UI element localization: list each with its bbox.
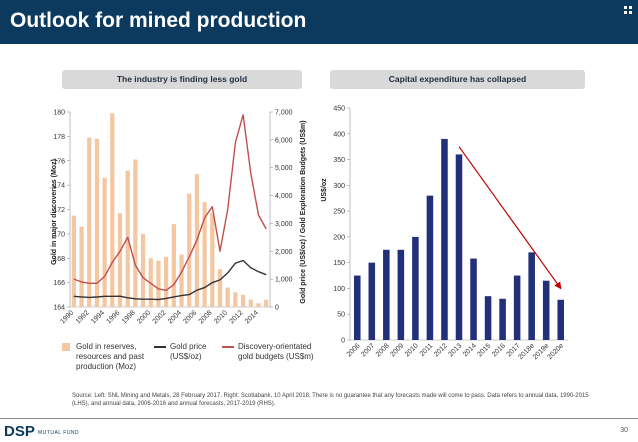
bar-reserves [248,299,253,307]
legend-label-reserves: Gold in reserves, resources and past pro… [76,342,145,371]
bar-reserves [71,215,76,307]
left-y2-tick-label: 6,000 [275,137,293,144]
left-y-tick-label: 168 [53,256,65,263]
left-y2-tick-label: 0 [275,305,279,312]
left-y-axis-title: Gold in major discoveries (Moz) [51,159,58,265]
left-x-tick-label: 1996 [105,309,121,325]
bar-reserves [79,226,84,307]
left-x-tick-label: 2012 [229,309,245,325]
left-x-tick-label: 2010 [213,309,229,325]
corner-dots-icon [624,6,632,14]
bar-reserves [256,303,261,307]
left-y2-tick-label: 1,000 [275,277,293,284]
logo-subtitle: MUTUAL FUND [38,430,80,436]
left-y-tick-label: 178 [53,134,65,141]
left-y2-axis-title: Gold price (US$/oz) / Gold Exploration B… [300,120,307,303]
left-y2-tick-label: 3,000 [275,221,293,228]
bar-reserves [171,224,176,307]
legend-swatch-reserves [62,343,70,351]
left-y2-tick-label: 2,000 [275,249,293,256]
left-y-tick-label: 176 [53,158,65,165]
left-x-tick-label: 2004 [167,309,183,325]
bar-reserves [210,213,215,307]
legend-label-discovery: Discovery-orientated gold budgets (US$m) [238,342,314,361]
bar-reserves [202,202,207,307]
left-x-tick-label: 2006 [182,309,198,325]
bar-reserves [225,287,230,307]
left-y-tick-label: 164 [53,305,65,312]
left-x-tick-label: 1992 [75,309,91,325]
bar-reserves [164,257,169,307]
left-y2-tick-label: 5,000 [275,165,293,172]
logo: DSP [4,423,35,440]
left-y2-tick-label: 7,000 [275,110,293,117]
left-x-tick-label: 1994 [90,309,106,325]
left-y-tick-label: 170 [53,231,65,238]
left-x-tick-label: 2002 [152,309,168,325]
bar-reserves [240,294,246,307]
left-y-tick-label: 180 [53,110,65,117]
bar-reserves [140,233,146,307]
left-x-tick-label: 1990 [59,309,75,325]
left-x-tick-label: 2014 [244,309,260,325]
bar-reserves [217,269,223,307]
left-y-tick-label: 174 [53,183,65,190]
bar-reserves [102,177,107,307]
bar-reserves [133,159,138,307]
source-note: Source: Left: SNL Mining and Metals, 28 … [72,393,589,407]
bar-reserves [179,254,184,307]
left-panel-heading: The industry is finding less gold [62,70,302,89]
left-x-tick-label: 2008 [198,309,214,325]
bar-reserves [110,113,115,307]
legend-label-gold-price: Gold price (US$/oz) [170,342,207,361]
bar-reserves [264,299,269,307]
bar-reserves [156,260,161,307]
footer-divider [0,418,638,419]
legend-swatch-gold-price [154,346,166,348]
line-discovery-budgets [73,114,267,291]
legend-swatch-discovery [222,346,234,348]
bar-reserves [187,193,192,307]
line-gold-price [73,259,267,301]
page-number: 30 [620,427,628,434]
left-x-tick-label: 2000 [136,309,152,325]
left-y2-tick-label: 4,000 [275,193,293,200]
bar-reserves [117,213,123,307]
left-x-tick-label: 1998 [121,309,137,325]
bar-reserves [87,137,92,307]
left-y-tick-label: 166 [53,280,65,287]
page-title: Outlook for mined production [10,9,307,32]
bar-reserves [233,292,238,307]
bar-reserves [94,138,100,307]
header-bar: Outlook for mined production [0,0,638,44]
right-panel-heading: Capital expenditure has collapsed [330,70,585,89]
left-y-tick-label: 172 [53,207,65,214]
